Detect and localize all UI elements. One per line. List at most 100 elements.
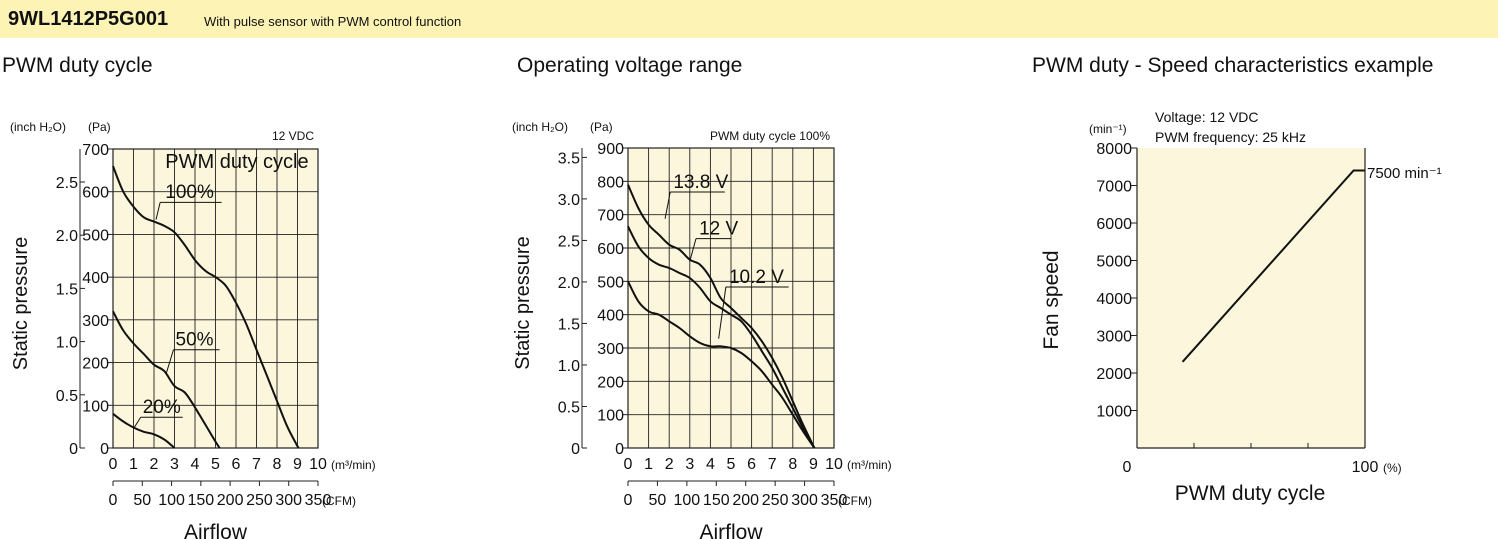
chart1-y-tick-label-pa: 700 [82, 142, 109, 159]
chart2-series-label-0: 13.8 V [673, 172, 728, 193]
chart2-y-tick-label-inch: 3.0 [558, 192, 580, 209]
chart1-y-tick-label-pa: 500 [82, 227, 109, 244]
chart2-cfm-tick-label: 0 [624, 492, 633, 509]
chart2-y-tick-label-pa: 500 [597, 274, 624, 291]
chart2-x-tick-label: 1 [644, 456, 653, 473]
chart2-x-unit-primary: (m³/min) [847, 458, 892, 472]
chart1-cfm-tick-label: 50 [133, 492, 151, 509]
chart1-x-unit-primary: (m³/min) [331, 458, 376, 472]
chart1-x-tick-label: 3 [170, 456, 179, 473]
chart2-y-tick-label-inch: 3.5 [558, 150, 580, 167]
chart2-xlabel: Airflow [699, 521, 763, 539]
chart1-label-leader-1 [165, 349, 174, 374]
chart3-series-line [1181, 169, 1365, 363]
chart2-y-tick-label-inch: 0 [571, 441, 580, 458]
chart2-x-tick-label: 5 [727, 456, 736, 473]
chart1-y-tick-label-pa: 400 [82, 270, 109, 287]
chart3-x-unit: (%) [1383, 461, 1402, 475]
chart1-y-tick-label-pa: 300 [82, 313, 109, 330]
chart3-annotation-voltage: Voltage: 12 VDC [1155, 109, 1259, 125]
chart3-xlabel: PWM duty cycle [1175, 482, 1326, 505]
chart2-x-tick-label: 6 [747, 456, 756, 473]
chart2-y-tick-label-pa: 100 [597, 408, 624, 425]
chart2-cfm-tick-label: 300 [791, 492, 818, 509]
chart3-y-tick-label: 5000 [1096, 254, 1132, 271]
chart3-end-label: 7500 min⁻¹ [1367, 165, 1442, 182]
chart2-y-tick-label-pa: 600 [597, 241, 624, 258]
chart1-legend-title: PWM duty cycle [165, 151, 308, 173]
chart2-cfm-tick-label: 200 [732, 492, 759, 509]
model-description: With pulse sensor with PWM control funct… [204, 14, 462, 29]
chart2-x-tick-label: 9 [809, 456, 818, 473]
chart1-y-tick-label-pa: 100 [82, 398, 109, 415]
chart2-y-tick-label-pa: 300 [597, 341, 624, 358]
chart1-x-tick-label: 9 [293, 456, 302, 473]
chart1-cfm-tick-label: 0 [109, 492, 118, 509]
chart2-cfm-tick-label: 250 [762, 492, 789, 509]
chart1-x-tick-label: 8 [273, 456, 282, 473]
chart2-label-leader-1 [689, 238, 697, 262]
chart2-x-tick-label: 8 [788, 456, 797, 473]
chart2-ylabel-unit-inch: (inch H₂O) [512, 120, 568, 134]
chart2-title: Operating voltage range [517, 54, 743, 77]
chart1-y-tick-label-inch: 0 [69, 441, 78, 458]
chart3-y-unit: (min⁻¹) [1089, 122, 1127, 136]
chart1-y-tick-label-pa: 600 [82, 185, 109, 202]
chart1-ylabel-unit-inch: (inch H₂O) [10, 120, 66, 134]
chart2-series-line-0 [627, 184, 816, 449]
chart3-y-tick-label: 4000 [1096, 291, 1132, 308]
chart1-xlabel: Airflow [184, 521, 248, 539]
chart2-cfm-tick-label: 150 [703, 492, 730, 509]
chart2-y-tick-label-pa: 700 [597, 208, 624, 225]
chart2-y-tick-label-pa: 400 [597, 308, 624, 325]
chart2-y-tick-label-inch: 0.5 [558, 399, 580, 416]
model-number: 9WL1412P5G001 [8, 8, 169, 30]
chart1-cfm-tick-label: 150 [188, 492, 215, 509]
chart2-y-tick-label-pa: 200 [597, 374, 624, 391]
chart2-x-tick-label: 0 [624, 456, 633, 473]
chart2-y-tick-label-inch: 1.0 [558, 358, 580, 375]
chart1-cfm-tick-label: 200 [217, 492, 244, 509]
chart2-label-leader-0 [664, 191, 671, 219]
chart1-ylabel: Static pressure [10, 237, 32, 370]
chart1-x-tick-label: 0 [109, 456, 118, 473]
chart1-label-leader-0 [155, 202, 161, 220]
chart3-y-tick-label: 3000 [1096, 329, 1132, 346]
chart3-plot-area [1137, 148, 1365, 448]
chart2-cfm-tick-label: 350 [821, 492, 848, 509]
chart2-y-tick-label-pa: 900 [597, 141, 624, 158]
chart2-ylabel: Static pressure [512, 236, 534, 369]
chart1-y-tick-label-pa: 0 [100, 441, 109, 458]
chart3-y-tick-label: 8000 [1096, 141, 1132, 158]
chart2-x-tick-label: 2 [665, 456, 674, 473]
chart3-title: PWM duty - Speed characteristics example [1032, 54, 1434, 77]
chart1-x-tick-label: 7 [252, 456, 261, 473]
chart2-x-unit-secondary: (CFM) [838, 494, 872, 508]
chart2-label-leader-2 [718, 286, 727, 339]
chart3-y-tick-label: 6000 [1096, 216, 1132, 233]
chart1-x-tick-label: 6 [232, 456, 241, 473]
chart1-title: PWM duty cycle [2, 54, 153, 77]
chart3-x-tick-label: 100 [1352, 459, 1379, 476]
chart1-label-leader-2 [133, 416, 142, 430]
chart2-x-tick-label: 10 [825, 456, 843, 473]
chart2-y-tick-label-inch: 2.5 [558, 233, 580, 250]
chart2-series-label-2: 10.2 V [729, 267, 784, 288]
chart2-x-tick-label: 4 [706, 456, 715, 473]
chart1-x-tick-label: 1 [129, 456, 138, 473]
chart1-x-tick-label: 10 [309, 456, 327, 473]
chart1-series-label-2: 20% [143, 397, 181, 418]
chart2-y-tick-label-inch: 1.5 [558, 316, 580, 333]
chart2-y-tick-label-inch: 2.0 [558, 275, 580, 292]
chart2-x-tick-label: 3 [685, 456, 694, 473]
chart1-condition: 12 VDC [272, 129, 314, 143]
chart1-series-label-0: 100% [165, 182, 214, 203]
chart2-series-label-1: 12 V [699, 219, 738, 240]
chart2-y-tick-label-pa: 800 [597, 174, 624, 191]
model-header-bar: 9WL1412P5G001 With pulse sensor with PWM… [0, 0, 1498, 38]
chart1-series-label-1: 50% [176, 329, 214, 350]
chart2-condition: PWM duty cycle 100% [710, 129, 830, 143]
chart1-y-tick-label-inch: 2.0 [56, 228, 78, 245]
chart1-cfm-tick-label: 250 [246, 492, 273, 509]
